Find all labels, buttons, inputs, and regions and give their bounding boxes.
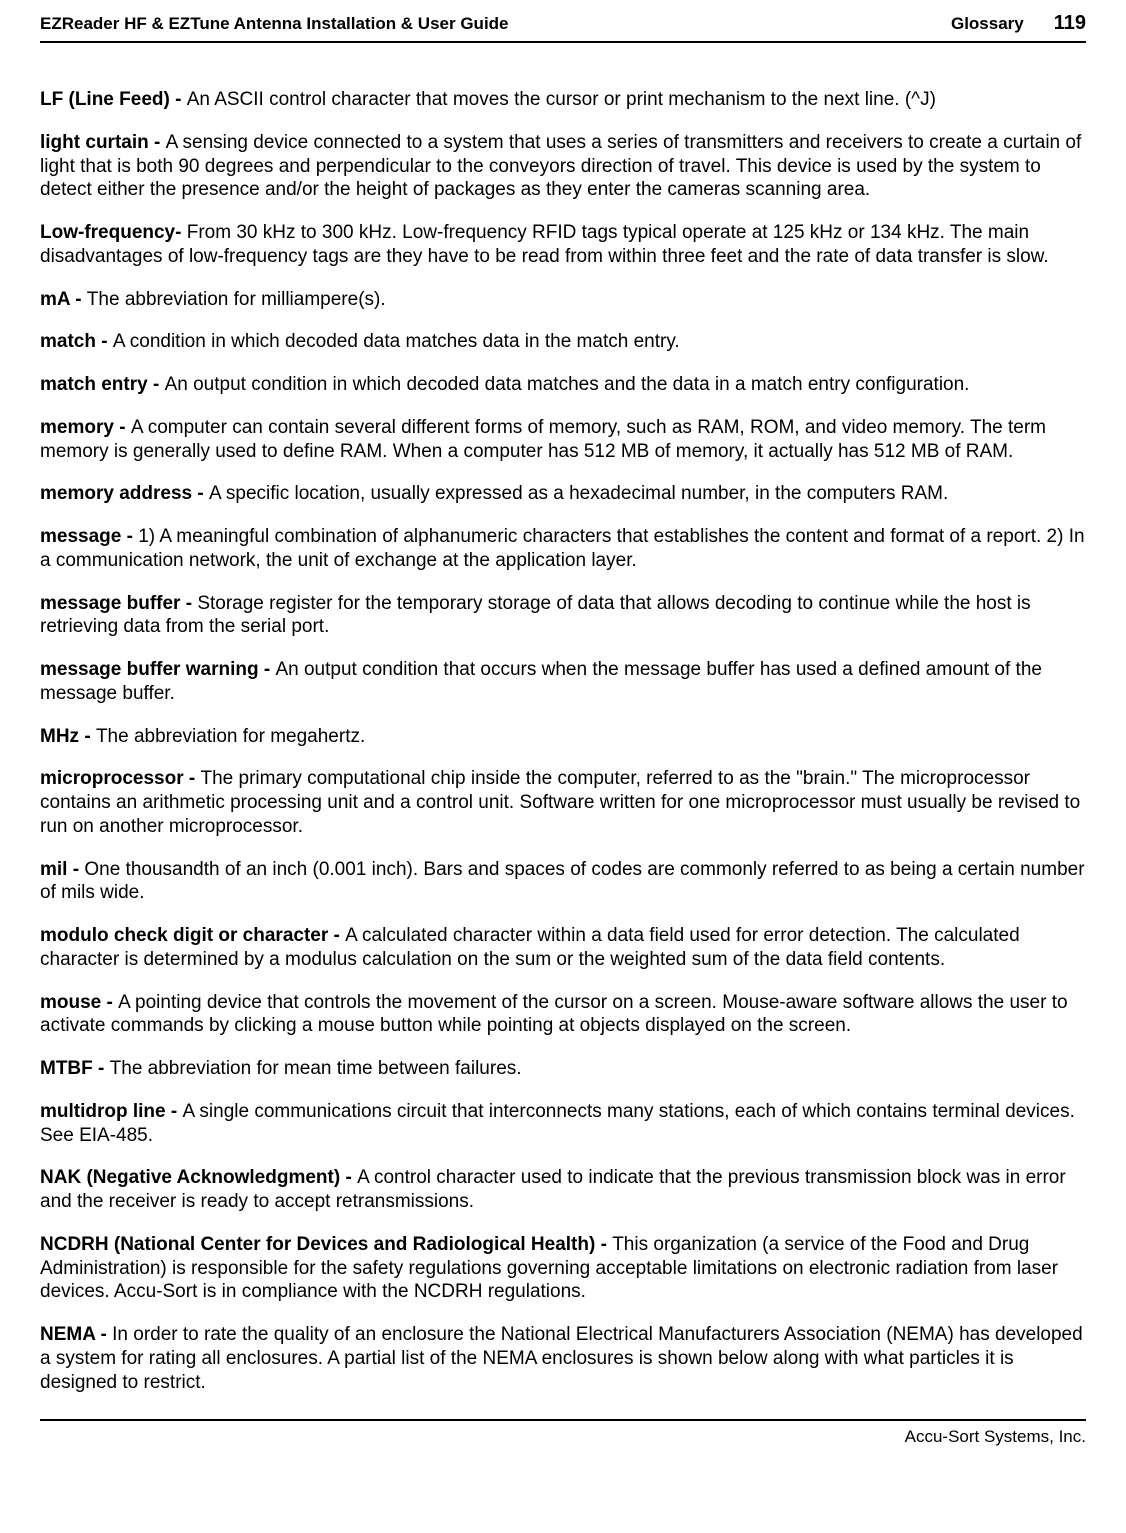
glossary-entry: mA - The abbreviation for milliampere(s)…	[40, 288, 1086, 312]
glossary-entry: MTBF - The abbreviation for mean time be…	[40, 1057, 1086, 1081]
glossary-term: NEMA -	[40, 1324, 112, 1345]
glossary-entry: light curtain - A sensing device connect…	[40, 131, 1086, 202]
glossary-term: match -	[40, 331, 113, 352]
glossary-entry: NEMA - In order to rate the quality of a…	[40, 1323, 1086, 1394]
glossary-definition: A sensing device connected to a system t…	[40, 132, 1081, 201]
glossary-term: modulo check digit or character -	[40, 925, 345, 946]
glossary-term: NAK (Negative Acknowledgment) -	[40, 1167, 357, 1188]
glossary-term: LF (Line Feed) -	[40, 89, 187, 110]
glossary-entry: NCDRH (National Center for Devices and R…	[40, 1233, 1086, 1304]
glossary-definition: One thousandth of an inch (0.001 inch). …	[40, 859, 1085, 904]
glossary-entry: LF (Line Feed) - An ASCII control charac…	[40, 88, 1086, 112]
glossary-term: NCDRH (National Center for Devices and R…	[40, 1234, 612, 1255]
glossary-definition: An output condition in which decoded dat…	[165, 374, 970, 395]
glossary-entry: message - 1) A meaningful combination of…	[40, 525, 1086, 573]
glossary-definition: The abbreviation for milliampere(s).	[87, 289, 386, 310]
glossary-definition: From 30 kHz to 300 kHz. Low-frequency RF…	[40, 222, 1049, 267]
header-right-group: Glossary 119	[951, 12, 1086, 35]
glossary-definition: 1) A meaningful combination of alphanume…	[40, 526, 1085, 571]
glossary-definition: In order to rate the quality of an enclo…	[40, 1324, 1083, 1393]
glossary-term: message buffer warning -	[40, 659, 275, 680]
glossary-term: MHz -	[40, 726, 96, 747]
glossary-entry: match - A condition in which decoded dat…	[40, 330, 1086, 354]
glossary-term: mil -	[40, 859, 84, 880]
header-section: Glossary	[951, 14, 1024, 34]
glossary-term: Low-frequency-	[40, 222, 187, 243]
glossary-entry: MHz - The abbreviation for megahertz.	[40, 725, 1086, 749]
glossary-entry: match entry - An output condition in whi…	[40, 373, 1086, 397]
glossary-definition: A computer can contain several different…	[40, 417, 1046, 462]
glossary-entry: NAK (Negative Acknowledgment) - A contro…	[40, 1166, 1086, 1214]
glossary-body: LF (Line Feed) - An ASCII control charac…	[40, 88, 1086, 1394]
glossary-entry: multidrop line - A single communications…	[40, 1100, 1086, 1148]
glossary-term: message -	[40, 526, 138, 547]
glossary-definition: A single communications circuit that int…	[40, 1101, 1075, 1146]
page-footer: Accu-Sort Systems, Inc.	[40, 1419, 1086, 1447]
glossary-term: multidrop line -	[40, 1101, 183, 1122]
glossary-term: mouse -	[40, 992, 118, 1013]
glossary-entry: memory address - A specific location, us…	[40, 482, 1086, 506]
glossary-term: memory -	[40, 417, 131, 438]
glossary-term: mA -	[40, 289, 87, 310]
header-doc-title: EZReader HF & EZTune Antenna Installatio…	[40, 14, 509, 34]
page-header: EZReader HF & EZTune Antenna Installatio…	[40, 12, 1086, 43]
glossary-entry: memory - A computer can contain several …	[40, 416, 1086, 464]
document-page: EZReader HF & EZTune Antenna Installatio…	[0, 0, 1126, 1467]
glossary-term: memory address -	[40, 483, 209, 504]
footer-company: Accu-Sort Systems, Inc.	[905, 1427, 1086, 1446]
glossary-definition: A condition in which decoded data matche…	[113, 331, 680, 352]
glossary-definition: A specific location, usually expressed a…	[209, 483, 948, 504]
glossary-entry: mil - One thousandth of an inch (0.001 i…	[40, 858, 1086, 906]
glossary-definition: A pointing device that controls the move…	[40, 992, 1068, 1037]
glossary-definition: The abbreviation for megahertz.	[96, 726, 365, 747]
glossary-entry: message buffer warning - An output condi…	[40, 658, 1086, 706]
glossary-term: microprocessor -	[40, 768, 201, 789]
glossary-term: message buffer -	[40, 593, 197, 614]
glossary-entry: microprocessor - The primary computation…	[40, 767, 1086, 838]
glossary-term: match entry -	[40, 374, 165, 395]
glossary-definition: The abbreviation for mean time between f…	[110, 1058, 522, 1079]
glossary-entry: message buffer - Storage register for th…	[40, 592, 1086, 640]
glossary-entry: modulo check digit or character - A calc…	[40, 924, 1086, 972]
glossary-term: MTBF -	[40, 1058, 110, 1079]
glossary-definition: An ASCII control character that moves th…	[187, 89, 936, 110]
glossary-entry: Low-frequency- From 30 kHz to 300 kHz. L…	[40, 221, 1086, 269]
glossary-entry: mouse - A pointing device that controls …	[40, 991, 1086, 1039]
glossary-term: light curtain -	[40, 132, 166, 153]
header-page-number: 119	[1054, 12, 1086, 35]
